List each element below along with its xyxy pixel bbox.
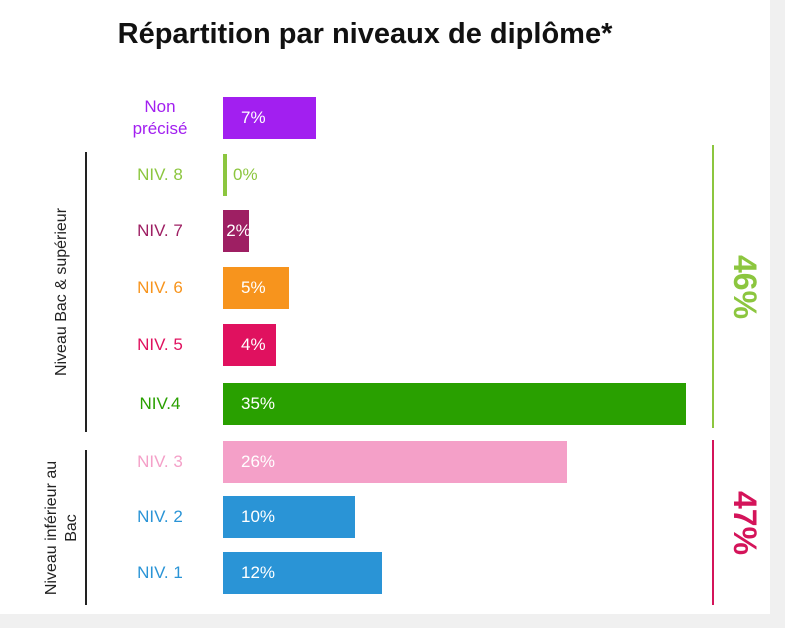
chart-title: Répartition par niveaux de diplôme* — [117, 18, 613, 50]
bar — [223, 441, 567, 483]
bar — [223, 154, 227, 196]
value-label: 2% — [226, 221, 251, 240]
bar — [223, 496, 356, 538]
bar — [223, 552, 382, 594]
category-label: NIV. 2 — [137, 507, 183, 526]
chart: Répartition par niveaux de diplôme* Non … — [0, 0, 770, 614]
value-label: 7% — [241, 108, 266, 127]
bar — [223, 383, 686, 425]
value-label: 35% — [241, 394, 276, 413]
category-label: NIV. 7 — [137, 221, 183, 240]
category-label: NIV. 1 — [137, 563, 183, 582]
value-label: 4% — [241, 335, 266, 354]
bar — [223, 210, 250, 252]
group-total: 47% — [727, 490, 763, 555]
category-label: NIV.4 — [139, 394, 181, 413]
category-label: Non précisé — [132, 97, 188, 138]
bar — [223, 267, 290, 309]
value-label: 12% — [241, 563, 276, 582]
bar — [223, 97, 316, 139]
bar — [223, 324, 276, 366]
value-label: 26% — [241, 452, 276, 471]
category-label: NIV. 5 — [137, 335, 183, 354]
value-label: 10% — [241, 507, 276, 526]
category-label: NIV. 3 — [137, 452, 183, 471]
category-label: NIV. 8 — [137, 165, 183, 184]
group-bracket — [85, 450, 87, 605]
group-line — [712, 440, 714, 605]
group-name: Niveau inférieur au Bac — [43, 460, 80, 595]
group-name: Niveau Bac & supérieur — [53, 207, 70, 377]
category-label: NIV. 6 — [137, 278, 183, 297]
group-line — [712, 145, 714, 428]
value-label: 5% — [241, 278, 266, 297]
group-total: 46% — [727, 254, 763, 319]
value-label: 0% — [233, 165, 258, 184]
group-bracket — [85, 152, 87, 432]
